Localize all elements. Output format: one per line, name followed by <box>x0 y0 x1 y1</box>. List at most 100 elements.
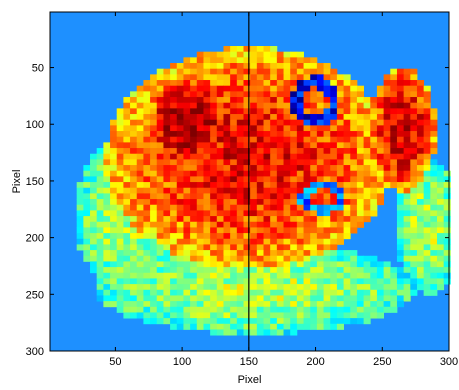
heatmap-cell <box>190 199 198 206</box>
heatmap-cell <box>443 278 451 285</box>
heatmap-cell <box>303 142 311 149</box>
heatmap-cell <box>423 284 431 291</box>
heatmap-cell <box>303 227 311 234</box>
heatmap-cell <box>96 261 104 268</box>
heatmap-cell <box>290 176 298 183</box>
heatmap-cell <box>243 97 251 104</box>
heatmap-cell <box>256 136 264 143</box>
heatmap-cell <box>250 142 258 149</box>
heatmap-cell <box>390 68 398 75</box>
heatmap-cell <box>256 318 264 325</box>
heatmap-cell <box>303 216 311 223</box>
heatmap-cell <box>150 165 158 172</box>
heatmap-cell <box>223 108 231 115</box>
heatmap-cell <box>210 199 218 206</box>
heatmap-cell <box>343 136 351 143</box>
heatmap-cell <box>303 318 311 325</box>
heatmap-cell <box>343 295 351 302</box>
heatmap-cell <box>90 244 98 251</box>
heatmap-cell <box>336 165 344 172</box>
heatmap-cell <box>350 216 358 223</box>
heatmap-cell <box>430 238 438 245</box>
heatmap-cell <box>370 255 378 262</box>
heatmap-cell <box>316 125 324 132</box>
heatmap-cell <box>130 165 138 172</box>
heatmap-cell <box>230 170 238 177</box>
heatmap-cell <box>130 193 138 200</box>
heatmap-cell <box>283 176 291 183</box>
heatmap-cell <box>276 323 284 330</box>
heatmap-cell <box>150 108 158 115</box>
heatmap-cell <box>190 306 198 313</box>
heatmap-cell <box>110 267 118 274</box>
heatmap-cell <box>150 221 158 228</box>
heatmap-cell <box>310 284 318 291</box>
heatmap-cell <box>376 267 385 274</box>
heatmap-cell <box>276 301 284 308</box>
heatmap-cell <box>336 233 344 240</box>
heatmap-cell <box>130 153 138 160</box>
heatmap-cell <box>136 238 144 245</box>
heatmap-cell <box>176 255 184 262</box>
heatmap-cell <box>210 74 218 81</box>
heatmap-cell <box>443 204 451 211</box>
heatmap-cell <box>163 295 171 302</box>
heatmap-cell <box>416 153 425 160</box>
heatmap-cell <box>283 119 291 126</box>
heatmap-cell <box>150 153 158 160</box>
heatmap-cell <box>136 221 144 228</box>
heatmap-cell <box>303 204 311 211</box>
heatmap-cell <box>190 278 198 285</box>
heatmap-cell <box>103 289 111 296</box>
heatmap-cell <box>216 80 224 87</box>
heatmap-cell <box>263 216 271 223</box>
heatmap-cell <box>90 153 98 160</box>
heatmap-cell <box>416 216 425 223</box>
heatmap-cell <box>296 221 304 228</box>
heatmap-cell <box>423 182 431 189</box>
heatmap-cell <box>376 176 385 183</box>
heatmap-cell <box>196 97 204 104</box>
heatmap-cell <box>303 136 311 143</box>
heatmap-cell <box>116 301 124 308</box>
heatmap-cell <box>170 227 178 234</box>
heatmap-cell <box>423 119 431 126</box>
heatmap-cell <box>176 91 184 98</box>
heatmap-cell <box>223 125 231 132</box>
heatmap-cell <box>123 114 131 121</box>
heatmap-cell <box>343 102 351 109</box>
heatmap-cell <box>350 250 358 257</box>
heatmap-cell <box>410 267 418 274</box>
heatmap-cell <box>416 119 425 126</box>
heatmap-cell <box>190 119 198 126</box>
heatmap-cell <box>236 114 244 121</box>
heatmap-cell <box>423 210 431 217</box>
heatmap-cell <box>210 301 218 308</box>
heatmap-cell <box>183 301 191 308</box>
heatmap-cell <box>230 153 238 160</box>
heatmap-cell <box>190 63 198 70</box>
heatmap-cell <box>136 119 144 126</box>
heatmap-cell <box>363 289 371 296</box>
heatmap-cell <box>443 182 451 189</box>
heatmap-cell <box>443 193 451 200</box>
heatmap-cell <box>136 210 144 217</box>
heatmap-cell <box>343 159 351 166</box>
heatmap-cell <box>243 108 251 115</box>
heatmap-cell <box>103 182 111 189</box>
heatmap-cell <box>310 278 318 285</box>
heatmap-cell <box>283 272 291 279</box>
heatmap-cell <box>230 216 238 223</box>
heatmap-cell <box>250 136 258 143</box>
heatmap-cell <box>243 119 251 126</box>
heatmap-cell <box>310 119 318 126</box>
heatmap-cell <box>230 210 238 217</box>
heatmap-cell <box>436 165 445 172</box>
heatmap-cell <box>250 267 258 274</box>
heatmap-cell <box>236 278 244 285</box>
heatmap-cell <box>156 182 164 189</box>
heatmap-cell <box>203 295 211 302</box>
heatmap-cell <box>176 233 184 240</box>
heatmap-cell <box>76 182 84 189</box>
heatmap-cell <box>383 284 391 291</box>
